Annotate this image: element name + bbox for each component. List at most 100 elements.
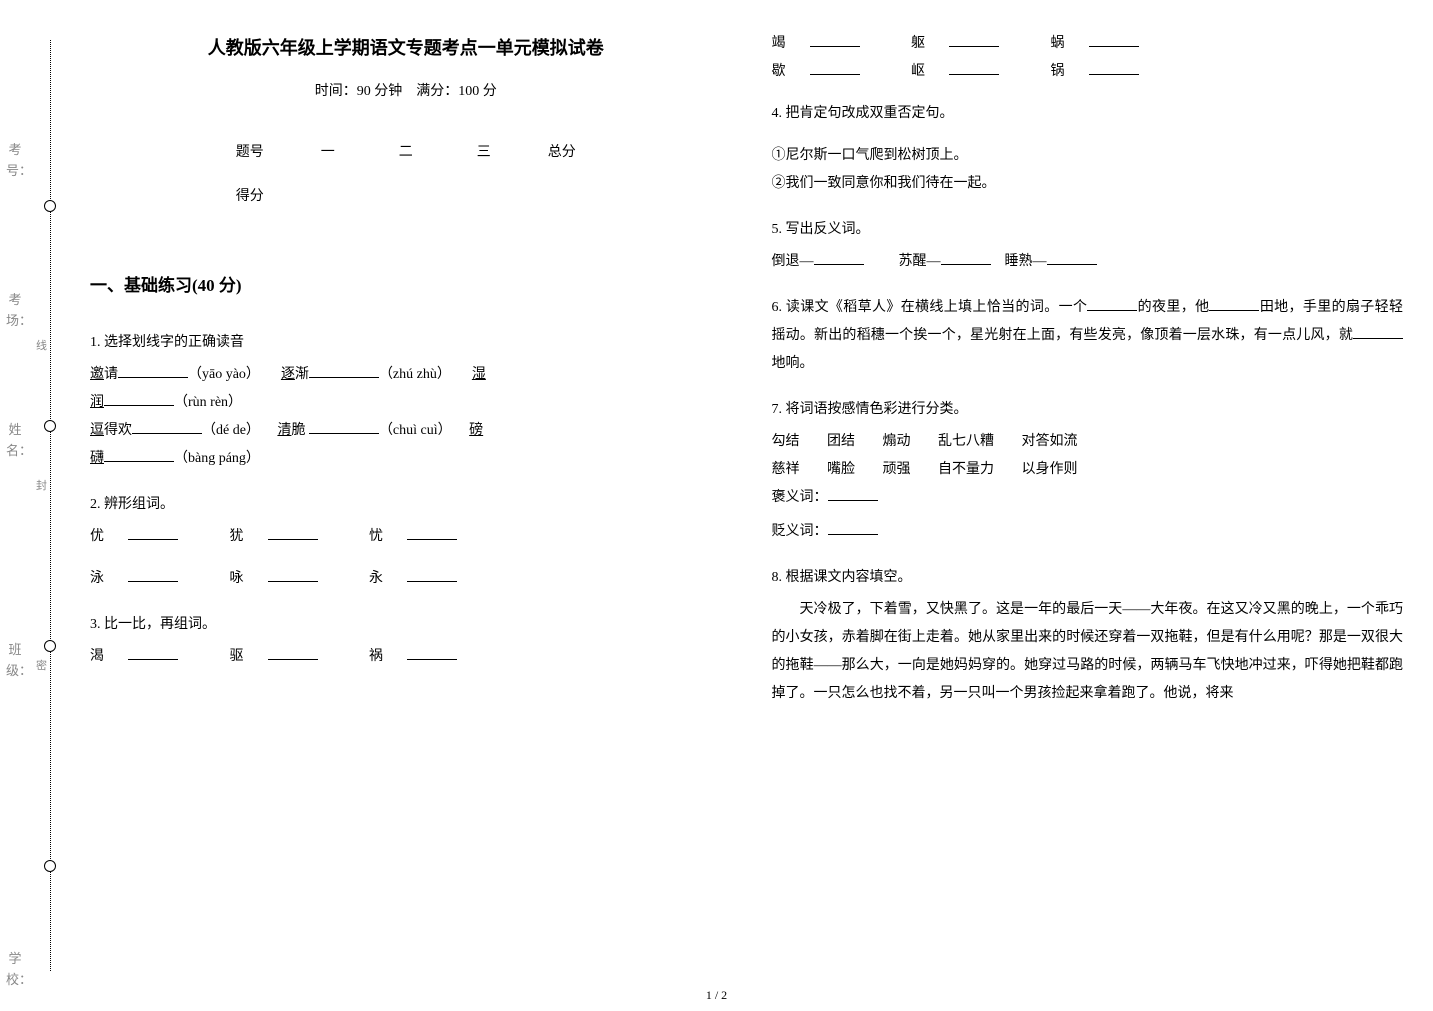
answer-blank[interactable] — [810, 32, 860, 47]
gutter-label-seat: 考号： — [6, 140, 24, 182]
answer-blank[interactable] — [407, 645, 457, 660]
q7-word: 对答如流 — [1022, 434, 1078, 449]
fullmark-label: 满分： — [416, 84, 458, 99]
q1-word: 磅 — [469, 423, 483, 438]
q1-line: 逗得欢（dé de） 清脆 （chuì cuì） 磅 — [90, 417, 722, 445]
answer-blank[interactable] — [828, 520, 878, 535]
answer-blank[interactable] — [1353, 324, 1403, 339]
q1-line: 邀请（yāo yào） 逐渐（zhú zhù） 湿 — [90, 361, 722, 389]
q7-word: 慈祥 — [772, 462, 800, 477]
q7-good-line: 褒义词： — [772, 484, 1404, 512]
q2-row: 泳 咏 永 — [90, 565, 722, 593]
answer-blank[interactable] — [828, 486, 878, 501]
section-1-heading: 一、基础练习(40 分) — [90, 269, 722, 303]
duration-label: 时间： — [315, 84, 357, 99]
q3-item: 渴 — [90, 649, 202, 664]
answer-blank[interactable] — [309, 363, 379, 378]
q4-sentence: ①尼尔斯一口气爬到松树顶上。 — [772, 142, 1404, 170]
q1-rest: 得欢 — [104, 423, 132, 438]
q1-line: 润 （rùn rèn） — [90, 389, 722, 417]
q2-item: 咏 — [230, 571, 342, 586]
right-column: 竭 躯 蜗 歇 岖 锅 4. 把肯定句改成双重否定句。 ①尼尔斯一口气爬到松树顶… — [772, 30, 1404, 991]
answer-blank[interactable] — [949, 32, 999, 47]
q3-char: 蜗 — [1051, 36, 1065, 51]
left-column: 人教版六年级上学期语文专题考点一单元模拟试卷 时间：90 分钟 满分：100 分… — [90, 30, 722, 991]
q2-char: 犹 — [230, 529, 244, 544]
answer-blank[interactable] — [104, 391, 174, 406]
q3-item: 驱 — [230, 649, 342, 664]
q7-words-row: 慈祥 嘴脸 顽强 自不量力 以身作则 — [772, 456, 1404, 484]
score-table: 题号 一 二 三 总分 得分 — [211, 131, 601, 219]
answer-blank[interactable] — [1209, 296, 1259, 311]
q3-item: 躯 — [911, 36, 1023, 51]
answer-blank[interactable] — [118, 363, 188, 378]
answer-blank[interactable] — [1089, 32, 1139, 47]
answer-blank[interactable] — [268, 567, 318, 582]
q6-text: 的夜里，他 — [1137, 300, 1209, 315]
q2-char: 泳 — [90, 571, 104, 586]
q1-line: 礴（bàng páng） — [90, 445, 722, 473]
q3-row: 竭 躯 蜗 — [772, 30, 1404, 58]
q2-item: 永 — [369, 571, 481, 586]
q7-bad-line: 贬义词： — [772, 518, 1404, 546]
gutter-dash-line — [50, 40, 51, 971]
q4-stem: 4. 把肯定句改成双重否定句。 — [772, 100, 1404, 128]
q6-text: 地响。 — [772, 356, 814, 371]
q3-item: 蜗 — [1051, 36, 1163, 51]
question-1: 1. 选择划线字的正确读音 邀请（yāo yào） 逐渐（zhú zhù） 湿 … — [90, 329, 722, 473]
answer-blank[interactable] — [407, 567, 457, 582]
q3-char: 岖 — [911, 64, 925, 79]
q7-word: 团结 — [827, 434, 855, 449]
question-7: 7. 将词语按感情色彩进行分类。 勾结 团结 煽动 乱七八糟 对答如流 慈祥 嘴… — [772, 396, 1404, 546]
answer-blank[interactable] — [949, 60, 999, 75]
q3-item: 歇 — [772, 64, 884, 79]
q3-char: 驱 — [230, 649, 244, 664]
q2-item: 犹 — [230, 529, 342, 544]
answer-blank[interactable] — [128, 567, 178, 582]
q1-pinyin: （yāo yào） — [188, 367, 260, 382]
score-row-label: 得分 — [211, 175, 289, 219]
duration-value: 90 分钟 — [357, 84, 403, 99]
q3-char: 锅 — [1051, 64, 1065, 79]
answer-blank[interactable] — [268, 525, 318, 540]
q3-row: 渴 驱 祸 — [90, 643, 722, 671]
q1-stem: 1. 选择划线字的正确读音 — [90, 329, 722, 357]
q1-word: 湿 — [472, 367, 486, 382]
q7-words-row: 勾结 团结 煽动 乱七八糟 对答如流 — [772, 428, 1404, 456]
q1-word: 润 — [90, 395, 104, 410]
answer-blank[interactable] — [309, 419, 379, 434]
score-head-row: 题号 一 二 三 总分 — [211, 131, 601, 175]
gutter-label-class: 班级： — [6, 640, 24, 682]
answer-blank[interactable] — [1087, 296, 1137, 311]
answer-blank[interactable] — [132, 419, 202, 434]
answer-blank[interactable] — [268, 645, 318, 660]
question-8: 8. 根据课文内容填空。 天冷极了，下着雪，又快黑了。这是一年的最后一天——大年… — [772, 564, 1404, 708]
q1-rest: 请 — [104, 367, 118, 382]
score-head-cell: 三 — [445, 131, 523, 175]
answer-blank[interactable] — [814, 250, 864, 265]
gutter-label-school: 学校： — [6, 949, 24, 991]
question-2: 2. 辨形组词。 优 犹 忧 泳 咏 永 — [90, 491, 722, 593]
question-6: 6. 读课文《稻草人》在横线上填上恰当的词。一个的夜里，他田地，手里的扇子轻轻摇… — [772, 294, 1404, 378]
answer-blank[interactable] — [810, 60, 860, 75]
answer-blank[interactable] — [128, 645, 178, 660]
question-5: 5. 写出反义词。 倒退— 苏醒— 睡熟— — [772, 216, 1404, 276]
q1-word: 邀 — [90, 367, 104, 382]
score-value-row: 得分 — [211, 175, 601, 219]
page-number: 1 / 2 — [706, 988, 727, 1003]
q5-line: 倒退— 苏醒— 睡熟— — [772, 248, 1404, 276]
q2-char: 忧 — [369, 529, 383, 544]
answer-blank[interactable] — [1089, 60, 1139, 75]
answer-blank[interactable] — [128, 525, 178, 540]
q1-pinyin: （rùn rèn） — [174, 395, 242, 410]
answer-blank[interactable] — [407, 525, 457, 540]
answer-blank[interactable] — [1047, 250, 1097, 265]
q6-text: 6. 读课文《稻草人》在横线上填上恰当的词。一个 — [772, 300, 1088, 315]
q7-stem: 7. 将词语按感情色彩进行分类。 — [772, 396, 1404, 424]
q7-good-label: 褒义词： — [772, 490, 828, 505]
score-cell — [445, 175, 523, 219]
answer-blank[interactable] — [104, 447, 174, 462]
q7-bad-label: 贬义词： — [772, 524, 828, 539]
q2-row: 优 犹 忧 — [90, 523, 722, 551]
answer-blank[interactable] — [941, 250, 991, 265]
